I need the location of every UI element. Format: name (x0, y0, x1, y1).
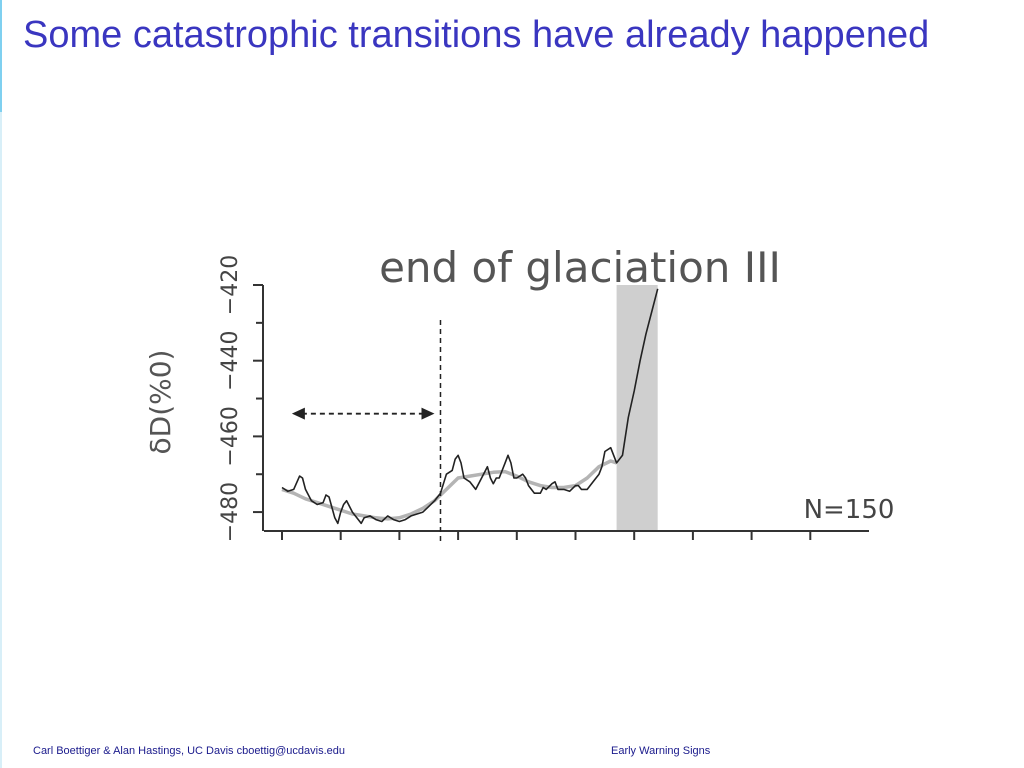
chart-title: end of glaciation III (379, 243, 781, 292)
window-arrow (291, 407, 435, 420)
slide-left-rule (0, 0, 2, 768)
y-tick-label: −460 (218, 406, 243, 466)
sample-size-label: N=150 (804, 495, 895, 525)
arrow-left-head (291, 407, 305, 420)
y-tick-label: −480 (218, 482, 243, 542)
raw-series-line (281, 288, 659, 525)
transition-shaded-region (616, 285, 658, 531)
arrow-right-head (421, 407, 435, 420)
smoothed-series-line (281, 459, 618, 521)
footer-credit: Carl Boettiger & Alan Hastings, UC Davis… (33, 745, 345, 757)
y-tick-label: −420 (218, 255, 243, 315)
y-axis-label: δD(%0) (144, 350, 177, 455)
footer-topic: Early Warning Signs (611, 745, 711, 757)
y-tick-label: −440 (218, 330, 243, 390)
slide-title: Some catastrophic transitions have alrea… (23, 14, 930, 56)
